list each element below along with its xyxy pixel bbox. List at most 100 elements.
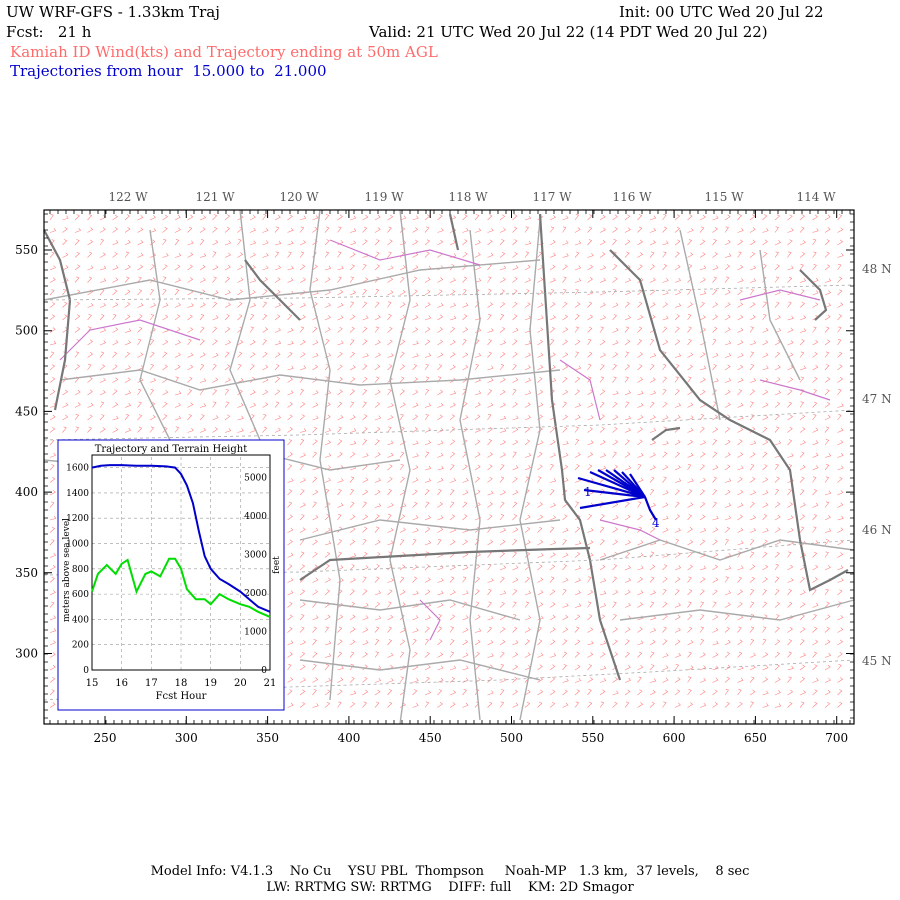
county-border: [139, 229, 181, 461]
trajectory-overlay: 14: [577, 469, 660, 530]
longitude-label: 120 W: [279, 190, 319, 204]
state-border: [448, 213, 460, 251]
latitude-label: 46 N: [862, 523, 892, 537]
map-x-tick-label: 700: [825, 731, 848, 745]
map-x-tick-label: 550: [581, 731, 604, 745]
map-x-tick-label: 400: [337, 731, 360, 745]
county-border: [679, 229, 721, 421]
inset-x-tick: 15: [86, 678, 99, 689]
map-x-tick-label: 650: [744, 731, 767, 745]
trajectory-path: [579, 495, 646, 510]
map-x-tick-label: 600: [663, 731, 686, 745]
state-border: [538, 213, 622, 681]
map-frame: [43, 209, 855, 725]
inset-y-right-tick: 1000: [244, 627, 267, 637]
map-y-tick-label: 450: [15, 404, 38, 418]
latitude-labels: 48 N 47 N 46 N 45 N: [862, 262, 892, 668]
longitude-label: 117 W: [532, 190, 572, 204]
inset-left-ticks: 0 200 400 600 800 1000 1200 1400 1600: [66, 464, 89, 676]
latitude-label: 45 N: [862, 654, 892, 668]
map-y-tick-label: 550: [15, 243, 38, 257]
map-x-tick-label: 300: [175, 731, 198, 745]
inset-x-tick: 21: [264, 678, 277, 689]
county-border: [389, 209, 411, 725]
inset-y-right-tick: 4000: [244, 512, 267, 522]
county-border: [59, 369, 561, 391]
inset-y-left-tick: 1400: [66, 489, 89, 499]
inset-x-label: Fcst Hour: [156, 691, 207, 702]
county-border: [619, 599, 855, 621]
model-info-line1: Model Info: V4.1.3 No Cu YSU PBL Thompso…: [150, 864, 750, 879]
longitude-label: 114 W: [796, 190, 836, 204]
state-border: [651, 426, 681, 441]
trajectory-end-marker: 4: [652, 516, 660, 530]
inset-title: Trajectory and Terrain Height: [95, 444, 248, 455]
county-border: [459, 229, 481, 721]
longitude-label: 118 W: [448, 190, 488, 204]
map-x-tick-label: 350: [256, 731, 279, 745]
map-y-tick-label: 400: [15, 485, 38, 499]
inset-y-left-tick: 0: [83, 666, 89, 676]
field-description: Kamiah ID Wind(kts) and Trajectory endin…: [10, 43, 438, 61]
county-border: [299, 519, 561, 541]
inset-y-left-tick: 1600: [66, 464, 89, 474]
river-line: [739, 289, 821, 301]
longitude-label: 116 W: [612, 190, 652, 204]
river-line: [599, 519, 661, 541]
trajectory-description: Trajectories from hour 15.000 to 21.000: [10, 62, 327, 80]
minor-ticks: [44, 210, 854, 724]
inset-y-right-tick: 5000: [244, 473, 267, 483]
trajectory-height-line: [91, 464, 271, 613]
longitude-labels: 122 W 121 W 120 W 119 W 118 W 117 W 116 W 115 W…: [108, 190, 836, 204]
map-x-tick-label: 450: [419, 731, 442, 745]
map-x-axis-labels: 250 300 350 400 450 500 550 600 650 700: [94, 731, 849, 745]
inset-x-tick: 20: [234, 678, 247, 689]
inset-plot-area: [91, 454, 271, 671]
longitude-label: 115 W: [704, 190, 744, 204]
init-time: Init: 00 UTC Wed 20 Jul 22: [619, 3, 824, 21]
inset-y-left-tick: 600: [72, 590, 89, 600]
trajectory-path: [583, 488, 646, 499]
model-info-line2: LW: RRTMG SW: RRTMG DIFF: full KM: 2D Sm…: [266, 880, 634, 895]
state-border: [43, 229, 72, 411]
latitude-label: 48 N: [862, 262, 892, 276]
inset-y-left-tick: 1200: [66, 514, 89, 524]
county-border: [599, 539, 855, 561]
trajectory-start-marker: 1: [584, 485, 592, 499]
river-line: [419, 599, 441, 641]
longitude-label: 121 W: [195, 190, 235, 204]
inset-y-left-label: meters above sea level: [62, 518, 72, 622]
inset-y-left-tick: 200: [72, 641, 89, 651]
county-border: [299, 599, 521, 621]
inset-x-tick: 19: [204, 678, 217, 689]
terrain-height-line: [91, 557, 271, 618]
trajectory-terrain-inset: Trajectory and Terrain Height 0200400600…: [57, 439, 285, 711]
inset-right-ticks: 0 1000 2000 3000 4000 5000: [244, 473, 267, 676]
trajectory-path: [643, 496, 657, 521]
trajectory-path: [629, 473, 646, 498]
inset-frame: [57, 439, 285, 711]
latitude-line: [43, 409, 855, 441]
river-line: [759, 379, 831, 401]
latitude-line: [43, 284, 855, 301]
longitude-label: 119 W: [364, 190, 404, 204]
county-border: [519, 219, 541, 721]
inset-y-left-tick: 400: [72, 615, 89, 625]
map-x-tick-label: 500: [500, 731, 523, 745]
inset-y-right-tick: 0: [261, 666, 267, 676]
longitude-label: 122 W: [108, 190, 148, 204]
map-y-tick-label: 300: [15, 647, 38, 661]
map-y-tick-label: 350: [15, 566, 38, 580]
inset-x-tick: 17: [145, 678, 158, 689]
county-border: [309, 209, 341, 701]
state-border: [609, 249, 849, 592]
inset-y-right-label: feet: [272, 556, 282, 574]
inset-y-right-tick: 3000: [244, 550, 267, 560]
trajectory-path: [577, 476, 646, 499]
inset-y-right-tick: 2000: [244, 589, 267, 599]
map-x-tick-label: 250: [94, 731, 117, 745]
county-border: [43, 259, 541, 301]
river-line: [329, 239, 481, 266]
map-tick-marks: [44, 210, 854, 724]
state-border: [799, 269, 828, 321]
